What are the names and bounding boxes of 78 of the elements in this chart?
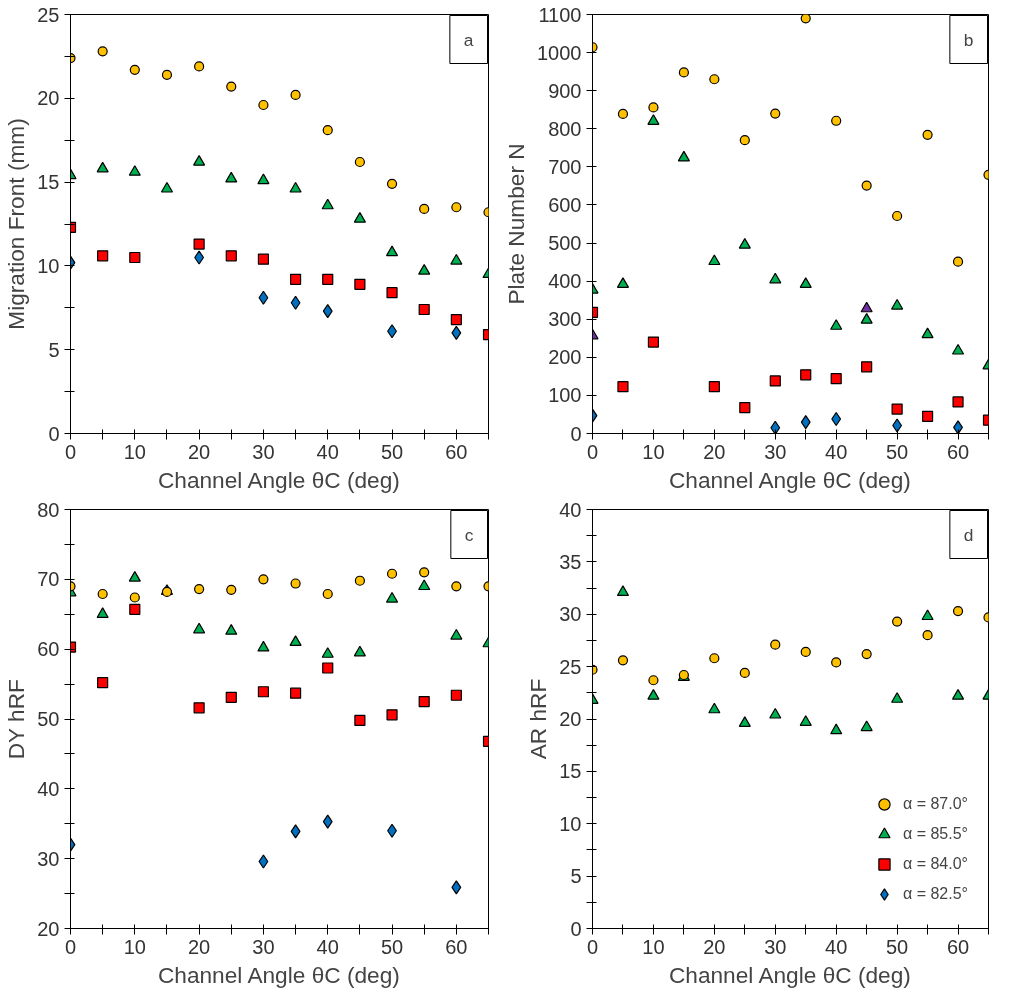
y-tick-label: 0 xyxy=(570,422,582,445)
x-tick-label: 50 xyxy=(885,935,909,958)
legend-label: α = 82.5° xyxy=(902,885,968,903)
x-tick-label: 10 xyxy=(642,440,665,463)
y-tick-label: 40 xyxy=(559,498,582,521)
x-tick-label: 30 xyxy=(252,935,275,958)
y-tick-label: 15 xyxy=(559,760,582,783)
y-tick-label: 1000 xyxy=(537,41,582,64)
x-tick-label: 60 xyxy=(946,440,970,463)
y-tick-label: 500 xyxy=(548,232,582,255)
x-axis-title: Channel Angle θC (deg) xyxy=(668,466,911,493)
y-tick-label: 400 xyxy=(548,270,582,293)
x-axis-title: Channel Angle θC (deg) xyxy=(157,961,400,988)
y-tick-label: 700 xyxy=(548,155,582,178)
y-axis-title: DY hRF xyxy=(3,679,30,760)
x-tick-label: 50 xyxy=(380,935,404,958)
x-axis-title: Channel Angle θC (deg) xyxy=(668,961,911,988)
x-tick-label: 30 xyxy=(252,440,275,463)
y-tick-label: 100 xyxy=(548,384,582,407)
x-tick-label: 40 xyxy=(825,935,848,958)
y-tick-label: 200 xyxy=(548,346,582,369)
y-tick-label: 20 xyxy=(37,87,60,110)
annotation: a xyxy=(463,29,474,50)
y-tick-label: 50 xyxy=(37,708,60,730)
y-tick-label: 10 xyxy=(37,254,60,277)
x-axis-title: Channel Angle θC (deg) xyxy=(157,466,400,493)
x-tick-label: 30 xyxy=(764,440,787,463)
y-tick-label: 80 xyxy=(37,498,60,521)
y-tick-label: 20 xyxy=(559,708,582,730)
x-tick-label: 10 xyxy=(642,935,665,958)
y-tick-label: 5 xyxy=(570,865,582,888)
x-tick-label: 20 xyxy=(703,440,726,463)
x-tick-label: 50 xyxy=(380,440,404,463)
x-tick-label: 0 xyxy=(586,935,599,958)
annotation: d xyxy=(963,524,974,545)
x-tick-label: 60 xyxy=(445,440,468,463)
y-tick-label: 60 xyxy=(37,638,60,661)
annotation: c xyxy=(464,524,474,545)
y-tick-label: 0 xyxy=(48,422,60,445)
x-tick-label: 20 xyxy=(187,935,211,958)
x-tick-label: 60 xyxy=(445,935,468,958)
y-tick-label: 15 xyxy=(37,171,60,194)
y-tick-label: 25 xyxy=(37,3,60,26)
x-tick-label: 50 xyxy=(885,440,909,463)
x-tick-label: 0 xyxy=(64,440,77,463)
y-tick-label: 900 xyxy=(548,79,582,102)
x-tick-label: 40 xyxy=(825,440,848,463)
y-tick-label: 800 xyxy=(548,117,582,140)
x-tick-label: 0 xyxy=(64,935,77,958)
y-tick-label: 40 xyxy=(37,777,60,800)
y-axis-title: Plate Number N xyxy=(503,143,530,305)
x-tick-label: 60 xyxy=(946,935,970,958)
y-tick-label: 70 xyxy=(37,568,60,591)
x-tick-label: 30 xyxy=(764,935,787,958)
y-axis-title: Migration Front (mm) xyxy=(3,118,30,330)
y-tick-label: 30 xyxy=(37,847,60,870)
x-tick-label: 20 xyxy=(703,935,726,958)
x-tick-label: 10 xyxy=(123,440,146,463)
annotation: b xyxy=(963,29,974,50)
legend-label: α = 84.0° xyxy=(902,855,968,873)
x-tick-label: 40 xyxy=(316,440,339,463)
y-tick-label: 600 xyxy=(548,193,582,216)
legend-label: α = 87.0° xyxy=(902,795,968,813)
y-tick-label: 20 xyxy=(37,917,60,940)
y-tick-label: 35 xyxy=(559,550,582,573)
x-tick-label: 40 xyxy=(316,935,339,958)
y-tick-label: 1100 xyxy=(538,3,582,26)
y-axis-title: AR hRF xyxy=(525,678,552,760)
legend-label: α = 85.5° xyxy=(902,825,968,843)
y-tick-label: 0 xyxy=(570,917,582,940)
y-tick-label: 10 xyxy=(559,812,582,835)
y-tick-label: 25 xyxy=(559,655,582,678)
y-tick-label: 300 xyxy=(548,308,582,331)
y-tick-label: 5 xyxy=(48,338,60,361)
x-tick-label: 0 xyxy=(586,440,599,463)
x-tick-label: 20 xyxy=(187,440,211,463)
x-tick-label: 10 xyxy=(123,935,146,958)
y-tick-label: 30 xyxy=(559,603,582,626)
